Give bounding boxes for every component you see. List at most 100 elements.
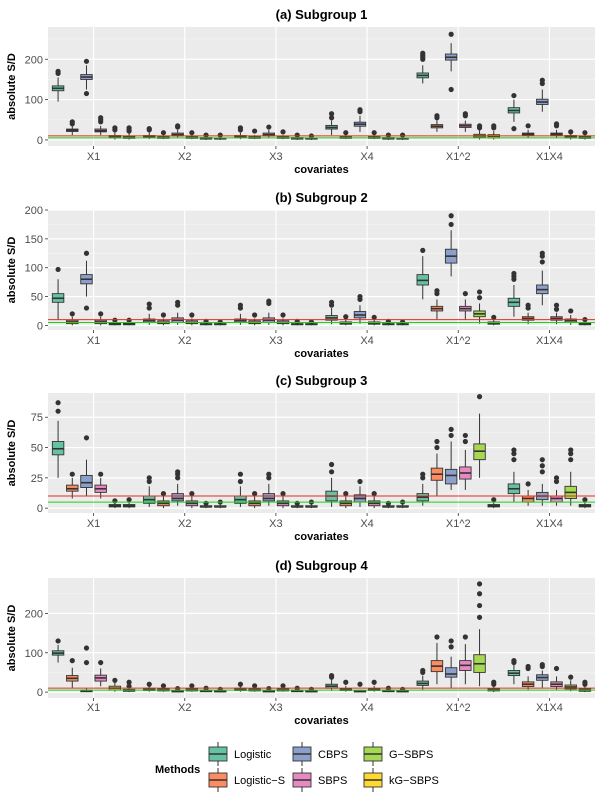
legend-label: Logistic−S (234, 775, 285, 787)
chart-title: (d) Subgroup 4 (275, 558, 368, 573)
chart-title: (b) Subgroup 2 (275, 190, 367, 205)
outlier-point (160, 683, 167, 689)
legend-item: SBPS (292, 768, 347, 792)
x-tick-label: X3 (269, 702, 282, 714)
outlier-point (539, 250, 545, 256)
outlier-point (462, 291, 468, 297)
box-cbps-x4 (353, 293, 367, 324)
outlier-point (420, 50, 426, 56)
outlier-point (462, 634, 468, 640)
outlier-point (371, 679, 377, 685)
outlier-point (434, 113, 440, 119)
outlier-point (83, 435, 90, 441)
x-tick-label: X2 (178, 151, 191, 163)
y-tick-label: 100 (25, 648, 43, 660)
outlier-point (434, 438, 440, 445)
y-tick-label: 100 (25, 95, 43, 107)
outlier-point (328, 672, 335, 679)
outlier-point (491, 314, 497, 320)
legend-label: Logistic (234, 749, 272, 761)
box-cbps-x4 (353, 681, 367, 693)
outlier-point (476, 289, 483, 295)
x-tick-label: X1X4 (536, 335, 563, 347)
outlier-point (448, 432, 454, 439)
y-tick-label: 200 (25, 608, 43, 620)
outlier-point (112, 317, 118, 323)
box-logistic-x12 (416, 247, 429, 300)
box-logistic-x1x4 (507, 658, 521, 685)
outlier-point (511, 451, 517, 457)
outlier-point (126, 497, 132, 503)
outlier-point (568, 447, 574, 453)
plot-background (48, 578, 595, 698)
outlier-point (69, 658, 75, 664)
x-tick-label: X1^2 (446, 151, 471, 163)
box-cbps-x1x4 (536, 250, 549, 306)
box-sbps-x1x4 (550, 665, 563, 691)
y-tick-label: 75 (31, 412, 43, 424)
box-logistics-x4 (339, 491, 352, 509)
box-cbps-x12 (444, 638, 458, 689)
outlier-point (511, 92, 517, 99)
outlier-point (83, 90, 90, 97)
outlier-point (112, 677, 118, 683)
box-logistic-x4 (325, 672, 338, 691)
outlier-point (434, 288, 440, 294)
y-tick-label: 200 (25, 205, 43, 217)
box-cbps-x12 (444, 426, 458, 490)
box-sbps-x1 (94, 311, 107, 326)
outlier-point (511, 658, 517, 664)
outlier-point (308, 686, 315, 692)
box-logistics-x1 (66, 311, 79, 326)
outlier-point (371, 130, 377, 136)
box-sbps-x1x4 (550, 302, 563, 325)
outlier-point (568, 674, 574, 680)
box-kgsbps-x12 (487, 497, 500, 509)
y-tick-label: 25 (31, 473, 43, 485)
box-kgsbps-x1 (122, 317, 136, 326)
box-sbps-x1 (94, 659, 107, 687)
chart-panel: (a) Subgroup 1 0 100 200 X1 X2 X3 X4 X1^2 X1X4 cov… (6, 7, 595, 176)
outlier-point (146, 305, 152, 311)
box-body (171, 493, 184, 502)
outlier-point (126, 683, 132, 689)
outlier-point (539, 469, 545, 475)
box-body (80, 474, 93, 488)
y-tick-label: 0 (37, 687, 43, 699)
outlier-point (420, 471, 426, 477)
outlier-point (308, 319, 315, 325)
outlier-point (266, 298, 272, 304)
legend-item: Logistic (208, 742, 272, 766)
outlier-point (511, 457, 517, 463)
box-sbps-x12 (459, 432, 472, 490)
outlier-point (448, 86, 454, 93)
outlier-point (420, 475, 426, 481)
box-logistic-x12 (416, 667, 429, 691)
outlier-point (357, 478, 363, 485)
outlier-point (343, 130, 349, 136)
box-logistics-x12 (430, 113, 444, 132)
x-tick-label: X4 (360, 518, 373, 530)
outlier-point (343, 314, 349, 320)
outlier-point (476, 602, 483, 609)
outlier-point (98, 115, 104, 121)
outlier-point (434, 634, 440, 640)
outlier-point (280, 312, 286, 318)
outlier-point (217, 686, 223, 692)
outlier-point (420, 247, 426, 253)
box-logistics-x4 (339, 314, 352, 326)
outlier-point (217, 319, 223, 325)
outlier-point (83, 645, 90, 651)
outlier-point (553, 478, 560, 485)
box-kgsbps-x12 (487, 314, 500, 326)
outlier-point (55, 68, 61, 74)
box-body (262, 493, 276, 502)
chart-panel: (b) Subgroup 2 0 50 100 150 200 X1 X2 X3 X4 X1^2 X1… (6, 190, 595, 360)
outlier-point (448, 221, 454, 228)
x-tick-label: X3 (269, 518, 282, 530)
outlier-point (525, 481, 531, 487)
outlier-point (328, 115, 335, 121)
box-logistics-x12 (430, 634, 444, 685)
